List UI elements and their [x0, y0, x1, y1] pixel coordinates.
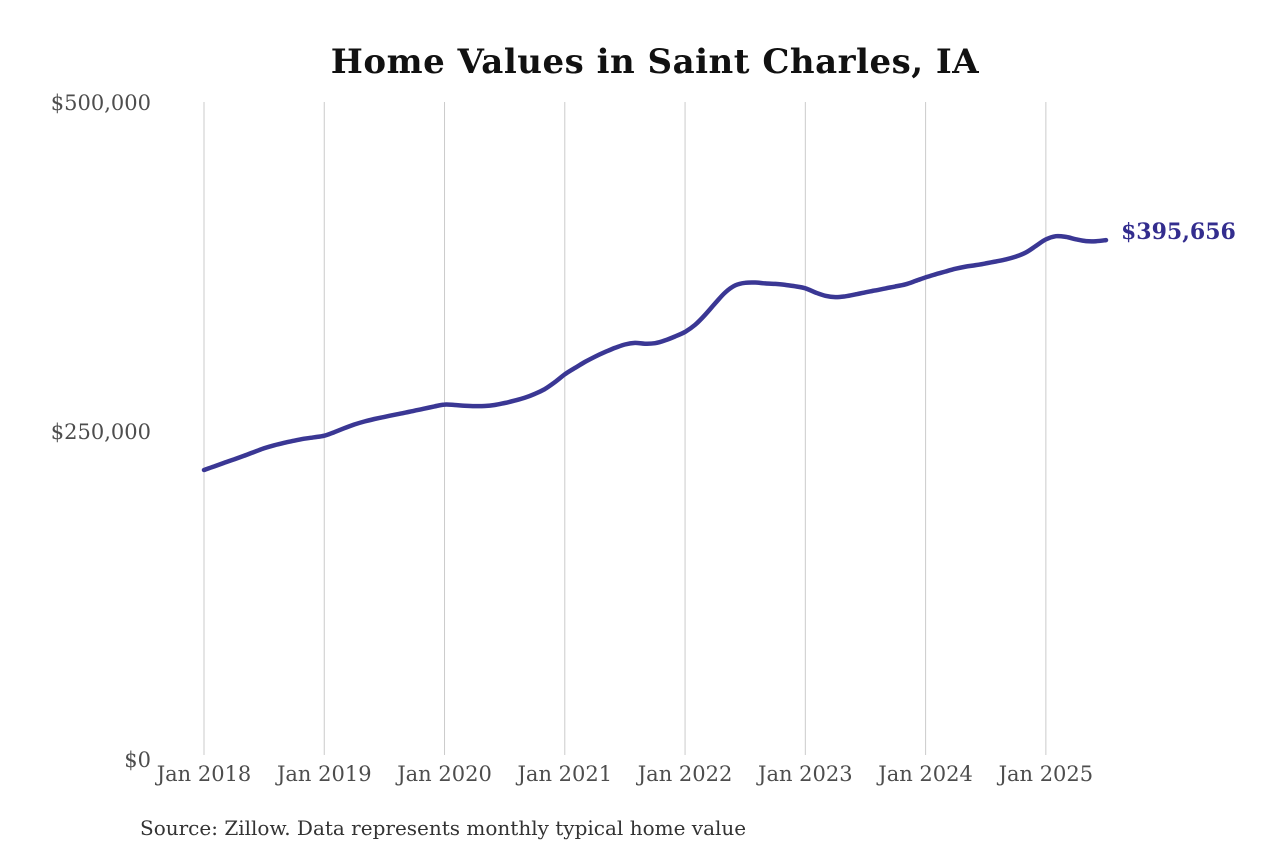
- x-tick-label: Jan 2018: [156, 762, 252, 786]
- x-tick-label: Jan 2021: [517, 762, 613, 786]
- x-tick-label: Jan 2022: [637, 762, 733, 786]
- value-line: [201, 233, 1109, 473]
- y-tick-label: $0: [124, 748, 151, 772]
- x-tick-label: Jan 2025: [998, 762, 1094, 786]
- x-tick-label: Jan 2020: [397, 762, 492, 786]
- x-tick-label: Jan 2019: [276, 762, 372, 786]
- x-tick-label: Jan 2024: [878, 762, 973, 786]
- end-value-label: $395,656: [1121, 219, 1236, 245]
- x-axis-labels: Jan 2018 Jan 2019 Jan 2020 Jan 2021 Jan 2022…: [0, 762, 1280, 792]
- y-axis-labels: $0 $250,000 $500,000: [0, 0, 151, 853]
- x-tick-label: Jan 2023: [758, 762, 853, 786]
- source-note: Source: Zillow. Data represents monthly …: [140, 816, 747, 840]
- y-tick-label: $250,000: [50, 419, 151, 444]
- page-title: Home Values in Saint Charles, IA: [330, 42, 980, 82]
- y-tick-label: $500,000: [50, 91, 151, 115]
